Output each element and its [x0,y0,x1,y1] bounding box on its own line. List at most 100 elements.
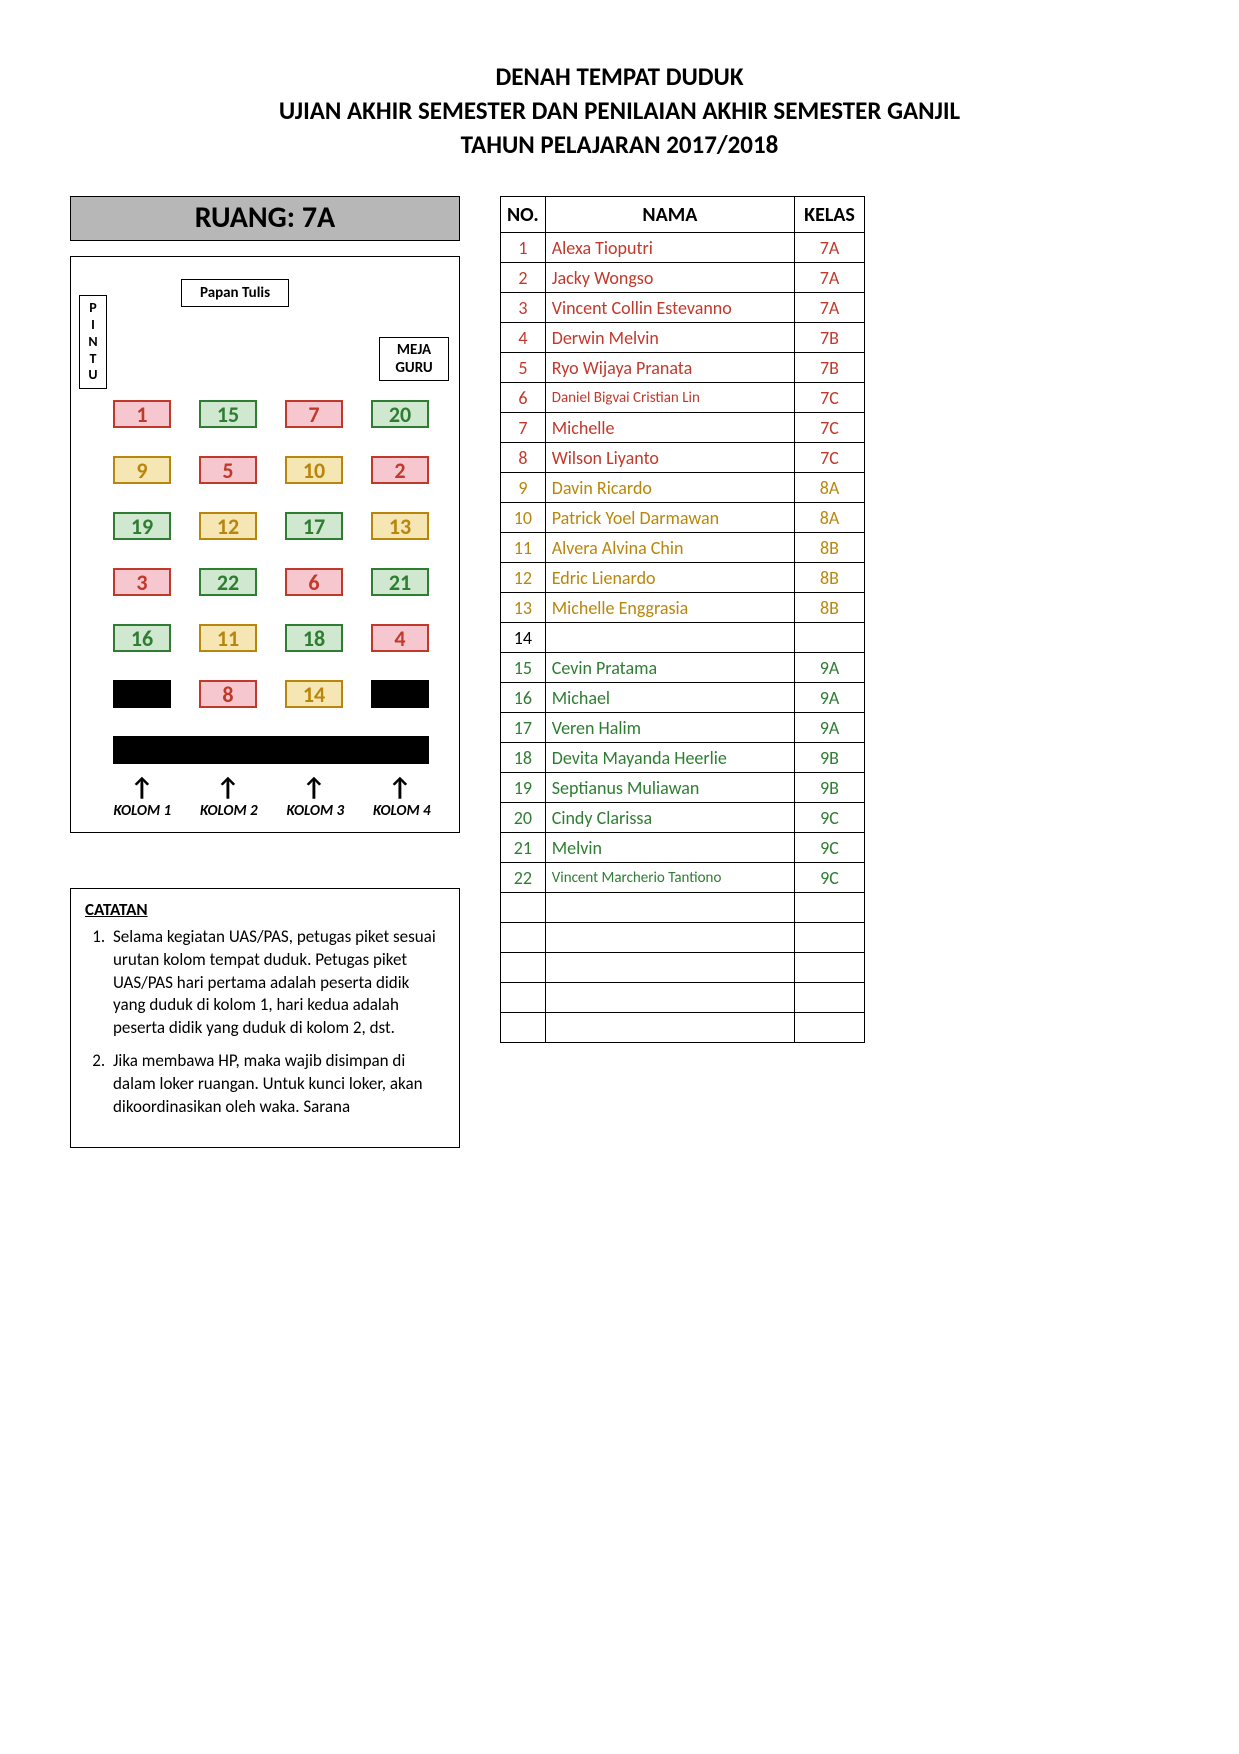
roster-cell-no [501,953,546,983]
roster-cell-kelas: 8A [795,473,865,503]
title-line-2: UJIAN AKHIR SEMESTER DAN PENILAIAN AKHIR… [70,94,1169,128]
roster-header-no: NO. [501,197,546,233]
roster-cell-no: 11 [501,533,546,563]
roster-cell-nama: Daniel Bigvai Cristian Lin [545,383,794,413]
pintu-label: PINTU [79,295,107,389]
roster-cell-no [501,1013,546,1043]
catatan-title: CATATAN [85,899,445,920]
roster-row: 17Veren Halim9A [501,713,865,743]
seat: 11 [199,624,257,652]
catatan-box: CATATAN Selama kegiatan UAS/PAS, petugas… [70,888,460,1149]
roster-table: NO. NAMA KELAS 1Alexa Tioputri7A2Jacky W… [500,196,865,1043]
roster-cell-nama: Michelle Enggrasia [545,593,794,623]
seat: 13 [371,512,429,540]
seat: 3 [113,568,171,596]
column-label: KOLOM 4 [365,802,440,820]
roster-cell-nama [545,1013,794,1043]
roster-cell-kelas: 9A [795,653,865,683]
seat-row: 1611184 [113,624,439,652]
roster-cell-nama: Veren Halim [545,713,794,743]
roster-cell-nama: Ryo Wijaya Pranata [545,353,794,383]
roster-cell-no: 12 [501,563,546,593]
roster-cell-nama: Vincent Collin Estevanno [545,293,794,323]
roster-cell-nama: Alexa Tioputri [545,233,794,263]
roster-row: 11Alvera Alvina Chin8B [501,533,865,563]
roster-cell-kelas: 9B [795,743,865,773]
roster-row: 9Davin Ricardo8A [501,473,865,503]
roster-row: 5Ryo Wijaya Pranata7B [501,353,865,383]
roster-cell-kelas: 7C [795,443,865,473]
roster-cell-nama [545,953,794,983]
seat-grid: 11572095102191217133226211611184814 [113,400,439,708]
roster-row: 12Edric Lienardo8B [501,563,865,593]
roster-cell-no: 6 [501,383,546,413]
roster-cell-no: 13 [501,593,546,623]
seat: 9 [113,456,171,484]
roster-row: 10Patrick Yoel Darmawan8A [501,503,865,533]
roster-cell-nama: Septianus Muliawan [545,773,794,803]
seat: 12 [199,512,257,540]
roster-cell-no: 7 [501,413,546,443]
roster-cell-kelas [795,983,865,1013]
roster-row: 2Jacky Wongso7A [501,263,865,293]
roster-row [501,983,865,1013]
roster-header-kelas: KELAS [795,197,865,233]
room-banner: RUANG: 7A [70,196,460,241]
column-label: KOLOM 2 [192,802,267,820]
roster-cell-no: 18 [501,743,546,773]
seat-row: 19121713 [113,512,439,540]
papan-tulis-label: Papan Tulis [181,279,289,307]
roster-cell-kelas: 8B [795,593,865,623]
roster-cell-no: 10 [501,503,546,533]
seat: 6 [285,568,343,596]
roster-cell-kelas [795,1013,865,1043]
roster-cell-kelas: 8A [795,503,865,533]
roster-cell-nama: Michael [545,683,794,713]
roster-cell-no: 19 [501,773,546,803]
seat: 2 [371,456,429,484]
roster-cell-kelas: 9C [795,833,865,863]
roster-cell-no: 20 [501,803,546,833]
seat: 1 [113,400,171,428]
roster-cell-kelas: 9A [795,713,865,743]
roster-cell-no: 5 [501,353,546,383]
title-line-1: DENAH TEMPAT DUDUK [70,60,1169,94]
seat-row: 3 22 6 21 [113,568,439,596]
seat-row: 814 [113,680,439,708]
seat: 19 [113,512,171,540]
roster-cell-no: 21 [501,833,546,863]
roster-row: 18Devita Mayanda Heerlie9B [501,743,865,773]
roster-header-nama: NAMA [545,197,794,233]
roster-cell-no: 8 [501,443,546,473]
roster-cell-no: 14 [501,623,546,653]
catatan-item: Jika membawa HP, maka wajib disimpan di … [109,1050,445,1119]
roster-row [501,923,865,953]
column-arrow-icon: ↑ [371,776,429,799]
roster-cell-nama: Michelle [545,413,794,443]
roster-row: 8Wilson Liyanto7C [501,443,865,473]
roster-cell-kelas: 9C [795,863,865,893]
catatan-item: Selama kegiatan UAS/PAS, petugas piket s… [109,926,445,1041]
roster-row: 6Daniel Bigvai Cristian Lin7C [501,383,865,413]
column-arrow-icon: ↑ [199,776,257,799]
roster-row: 22Vincent Marcherio Tantiono9C [501,863,865,893]
roster-cell-no: 2 [501,263,546,293]
seat: 22 [199,568,257,596]
meja-guru-line-1: MEJA [390,341,438,359]
roster-cell-nama [545,983,794,1013]
title-block: DENAH TEMPAT DUDUK UJIAN AKHIR SEMESTER … [70,60,1169,161]
roster-cell-nama: Wilson Liyanto [545,443,794,473]
roster-row [501,893,865,923]
column-label: KOLOM 3 [278,802,353,820]
meja-guru-line-2: GURU [390,359,438,377]
roster-cell-no: 22 [501,863,546,893]
roster-cell-nama: Derwin Melvin [545,323,794,353]
roster-cell-no [501,923,546,953]
seat: 7 [285,400,343,428]
roster-cell-kelas: 8B [795,533,865,563]
roster-cell-no: 3 [501,293,546,323]
roster-cell-kelas: 9C [795,803,865,833]
seat: 18 [285,624,343,652]
seat: 21 [371,568,429,596]
roster-cell-no: 15 [501,653,546,683]
